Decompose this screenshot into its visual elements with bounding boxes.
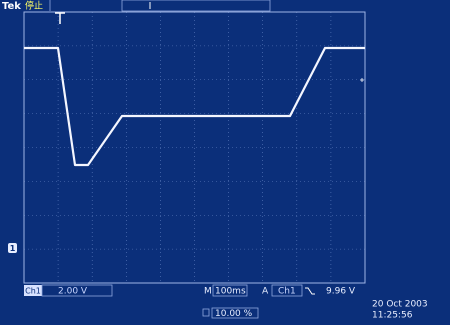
trigger-position: 10.00 % (215, 309, 253, 319)
oscilloscope-screen: Tek 停止 1 Ch1 2.00 V M 100ms A Ch1 9.96 V… (0, 0, 450, 325)
trigger-label: A (262, 287, 269, 297)
trigger-source: Ch1 (278, 287, 296, 297)
date: 20 Oct 2003 (372, 300, 428, 310)
timebase-label: M (204, 287, 212, 297)
time: 11:25:56 (372, 311, 413, 321)
acq-status: 停止 (25, 0, 43, 12)
background (0, 0, 450, 325)
scale: 2.00 V (58, 287, 88, 297)
ground-marker-label: 1 (10, 244, 16, 253)
brand: Tek (2, 1, 21, 12)
timebase: 100ms (215, 287, 246, 297)
trigger-level: 9.96 V (326, 287, 356, 297)
channel: Ch1 (25, 287, 41, 296)
